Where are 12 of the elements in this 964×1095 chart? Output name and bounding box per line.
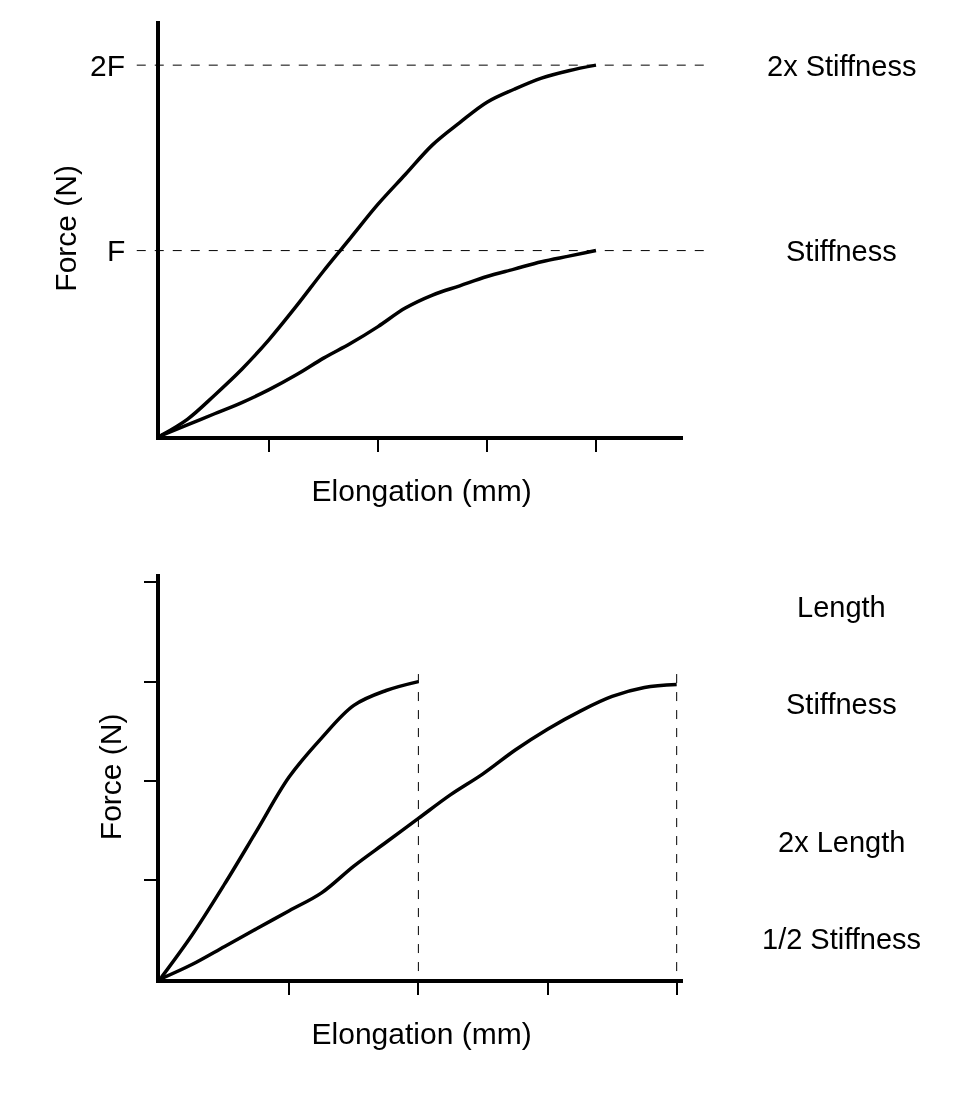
text: 1/2 Stiffness bbox=[762, 923, 922, 955]
y-axis-title: Force (N) bbox=[93, 713, 127, 841]
y-axis-title: Force (N) bbox=[48, 164, 82, 292]
x-axis-title: Elongation (mm) bbox=[311, 473, 532, 507]
text: 2x Stiffness bbox=[767, 50, 917, 82]
text: Length bbox=[797, 591, 886, 623]
ref-line-label: 2F bbox=[90, 49, 126, 82]
ref-line-label: F bbox=[107, 234, 126, 267]
text: Stiffness bbox=[786, 688, 897, 720]
text: Stiffness bbox=[786, 235, 897, 267]
text: 2x Length bbox=[778, 826, 906, 858]
x-axis-title: Elongation (mm) bbox=[311, 1016, 532, 1050]
